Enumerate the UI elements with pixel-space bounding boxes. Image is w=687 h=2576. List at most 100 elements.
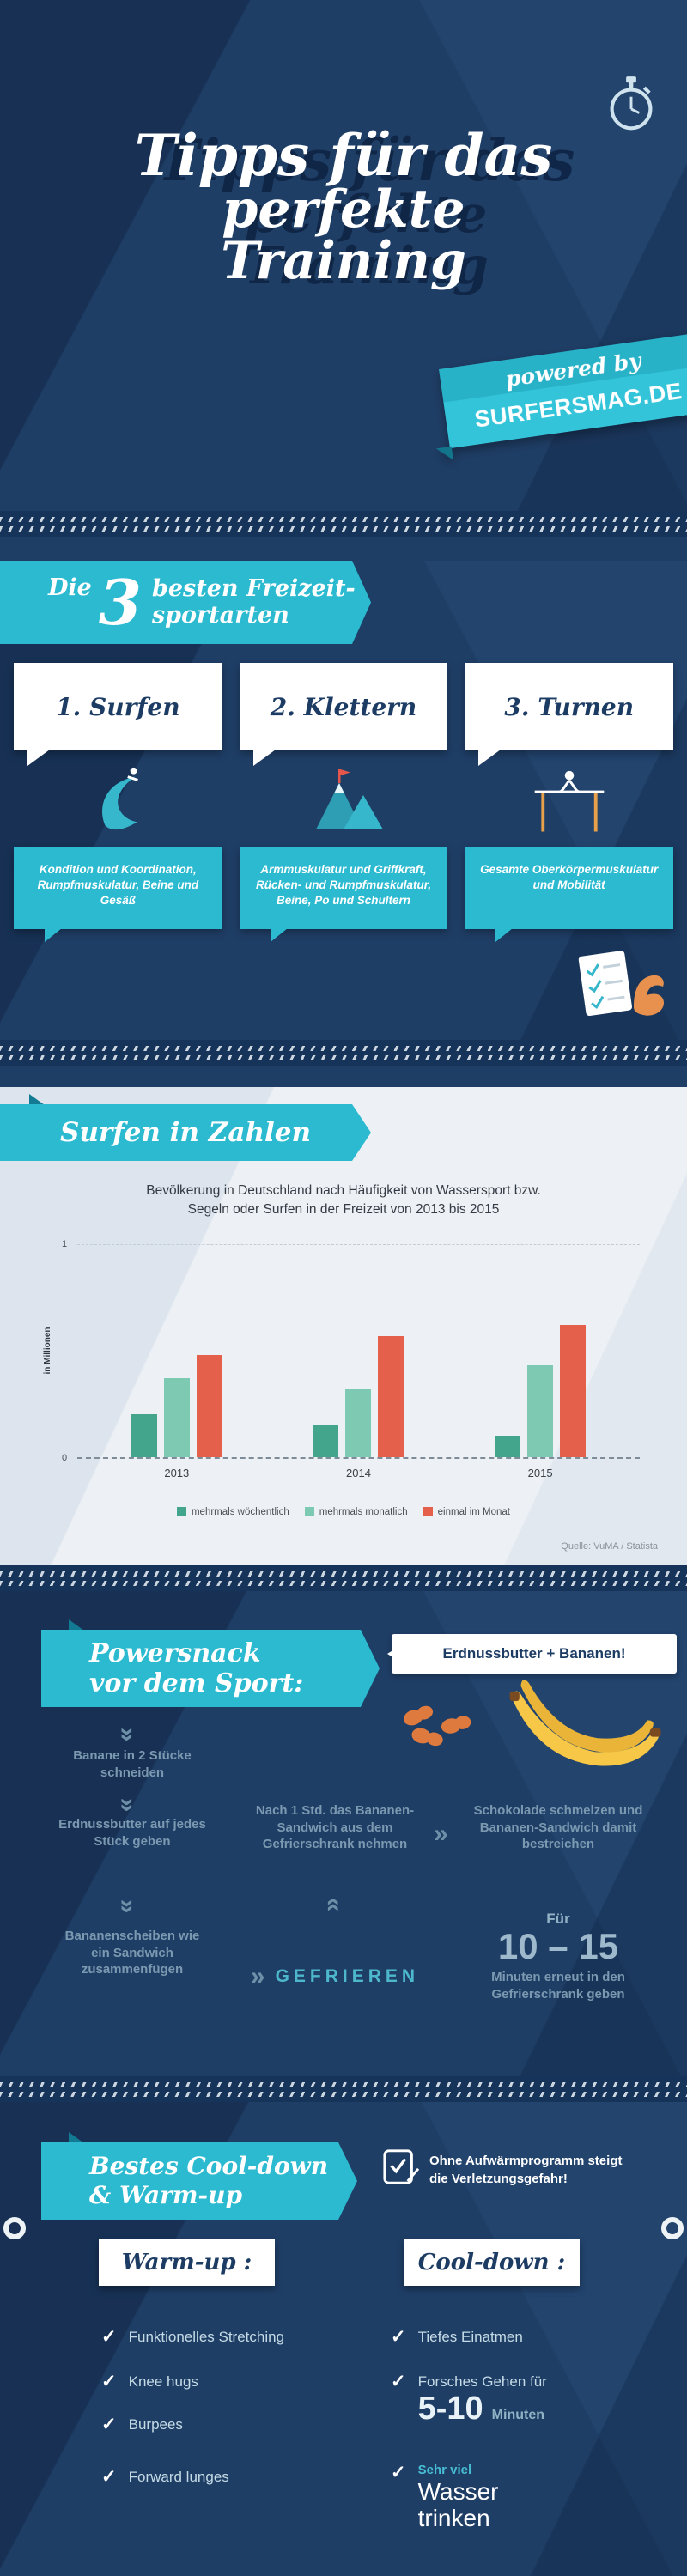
sport-title-bubble-klettern: 2. Klettern	[239, 663, 448, 766]
bar	[560, 1324, 587, 1457]
legend-item: einmal im Monat	[423, 1507, 510, 1517]
cooldown-item-1: ✓ Tiefes Einatmen	[391, 2327, 523, 2347]
y-axis-label: in Millionen	[43, 1327, 52, 1375]
x-axis-label: 2014	[346, 1466, 371, 1479]
sport-title: 2. Klettern	[270, 692, 417, 721]
warning-text: Ohne Aufwärmprogramm steigt die Verletzu…	[429, 2152, 622, 2188]
x-axis-label: 2015	[527, 1466, 553, 1479]
title-line-1: Tipps für das	[134, 122, 553, 189]
warmup-title: Warm-up :	[121, 2250, 252, 2275]
training-equipment-icon-left	[0, 2217, 26, 2361]
checklist-muscle-icon	[572, 945, 668, 1028]
legend-label: mehrmals monatlich	[319, 1506, 408, 1517]
chevron-right-icon: »	[250, 1962, 265, 1990]
check-icon: ✓	[391, 2327, 406, 2347]
title-line-3: Training	[221, 231, 466, 291]
legend-swatch	[423, 1507, 433, 1517]
chevron-up-icon: »	[317, 1897, 346, 1912]
step7-prefix: Für	[546, 1911, 570, 1927]
cooldown-banner: Bestes Cool-down & Warm-up	[41, 2142, 357, 2220]
section-divider	[0, 511, 687, 537]
bar	[495, 1435, 521, 1457]
warmup-item-text: Knee hugs	[128, 2373, 198, 2390]
mountains-icon	[301, 768, 386, 835]
bar	[313, 1425, 339, 1457]
training-equipment-icon-right	[661, 2217, 687, 2361]
cooldown-banner-line1: Bestes Cool-down	[89, 2152, 329, 2181]
sport-titles-row: 1. Surfen 2. Klettern 3. Turnen	[0, 663, 687, 766]
cooldown-item-prefix: Sehr viel	[417, 2463, 472, 2477]
benefits-text: Armmuskulatur und Griffkraft, Rücken- un…	[255, 863, 431, 908]
legend-item: mehrmals wöchentlich	[176, 1507, 289, 1517]
check-icon: ✓	[391, 2463, 406, 2482]
sport-benefits-bubble-turnen: Gesamte Oberkörpermuskulatur und Mobilit…	[465, 847, 673, 942]
cooldown-warmup-section: Bestes Cool-down & Warm-up Ohne Aufwärmp…	[0, 2102, 687, 2576]
legend-swatch	[304, 1507, 314, 1517]
cooldown-title: Cool-down :	[417, 2250, 566, 2275]
y-tick-max: 1	[62, 1238, 68, 1249]
section-divider	[0, 1565, 687, 1591]
stats-banner: Surfen in Zahlen	[0, 1104, 371, 1161]
header-section: Tipps für das perfekte Training powered …	[0, 0, 687, 511]
sport-title-bubble-turnen: 3. Turnen	[465, 663, 673, 766]
banner-fold	[69, 1619, 84, 1631]
top-sports-section: Die 3 besten Freizeit- sportarten 1. Sur…	[0, 561, 687, 1040]
x-axis-label: 2013	[164, 1466, 190, 1479]
surf-wave-icon	[80, 762, 155, 841]
cooldown-item-text: Forsches Gehen für	[417, 2373, 547, 2390]
powersnack-banner-line1: Powersnack	[89, 1637, 261, 1668]
snack-step-4: » GEFRIEREN	[237, 1964, 433, 1990]
sport-benefits-bubble-klettern: Armmuskulatur und Griffkraft, Rücken- un…	[239, 847, 448, 942]
sport-benefits-bubble-surfen: Kondition und Koordination, Rumpfmuskula…	[14, 847, 222, 942]
banner-fold	[29, 1094, 45, 1105]
chart-title-line1: Bevölkerung in Deutschland nach Häufigke…	[146, 1183, 541, 1198]
check-icon: ✓	[101, 2372, 117, 2391]
cooldown-item-2: ✓ Forsches Gehen für 5-10 Minuten	[391, 2372, 547, 2425]
bar	[163, 1377, 190, 1457]
clipboard-check-icon	[382, 2147, 420, 2190]
powersnack-section: Powersnack vor dem Sport: Erdnussbutter …	[0, 1591, 687, 2076]
sport-title: 3. Turnen	[504, 692, 635, 721]
warmup-item-2: ✓ Knee hugs	[101, 2372, 198, 2391]
legend-swatch	[176, 1507, 186, 1517]
chart-source: Quelle: VuMA / Statista	[561, 1541, 658, 1552]
snack-step-3: Bananenscheiben wie ein Sandwich zusamme…	[64, 1929, 200, 1977]
warmup-item-1: ✓ Funktionelles Stretching	[101, 2327, 284, 2347]
bar-group-2015: 2015	[495, 1324, 587, 1479]
banner-fold	[69, 2132, 84, 2143]
snack-step-2: Erdnussbutter auf jedes Stück geben	[58, 1817, 206, 1849]
section-divider	[0, 1040, 687, 1066]
sport-benefits-row: Kondition und Koordination, Rumpfmuskula…	[0, 847, 687, 942]
snack-step-6: Schokolade schmelzen und Bananen-Sandwic…	[473, 1803, 643, 1851]
chevron-down-icon: »	[113, 1899, 143, 1914]
bar-group-2014: 2014	[313, 1335, 404, 1479]
banner-intro: Die	[48, 574, 92, 601]
cooldown-item-3: ✓ Sehr viel Wasser trinken	[391, 2463, 547, 2532]
benefits-text: Gesamte Oberkörpermuskulatur und Mobilit…	[480, 863, 659, 892]
peanuts-icon	[397, 1701, 479, 1755]
sports-banner: Die 3 besten Freizeit- sportarten	[0, 561, 371, 644]
snack-step-5: Nach 1 Std. das Bananen-Sandwich aus dem…	[255, 1803, 415, 1851]
duration-number: 5-10	[417, 2391, 483, 2427]
gefrieren-label: GEFRIEREN	[275, 1966, 420, 1986]
chevron-right-icon: »	[434, 1820, 448, 1848]
bar-chart: in Millionen 1 0 2013 2014 2015	[43, 1239, 640, 1479]
bar-group-2013: 2013	[131, 1354, 222, 1479]
sport-icons-row	[0, 750, 687, 847]
sport-title-bubble-surfen: 1. Surfen	[14, 663, 222, 766]
ring-icon	[661, 2217, 684, 2239]
warmup-item-4: ✓ Forward lunges	[101, 2467, 229, 2487]
warning-line2: die Verletzungsgefahr!	[429, 2172, 568, 2186]
bar	[527, 1364, 554, 1457]
banana-icon	[500, 1680, 668, 1781]
cooldown-item-text: Tiefes Einatmen	[417, 2329, 523, 2345]
ring-icon	[3, 2217, 26, 2239]
bar	[131, 1413, 157, 1457]
legend-item: mehrmals monatlich	[304, 1506, 408, 1517]
y-tick-min: 0	[62, 1452, 68, 1463]
title-line-2: perfekte	[222, 179, 465, 240]
check-icon: ✓	[101, 2467, 117, 2487]
bar	[378, 1335, 404, 1457]
cooldown-banner-line2: & Warm-up	[89, 2181, 243, 2209]
